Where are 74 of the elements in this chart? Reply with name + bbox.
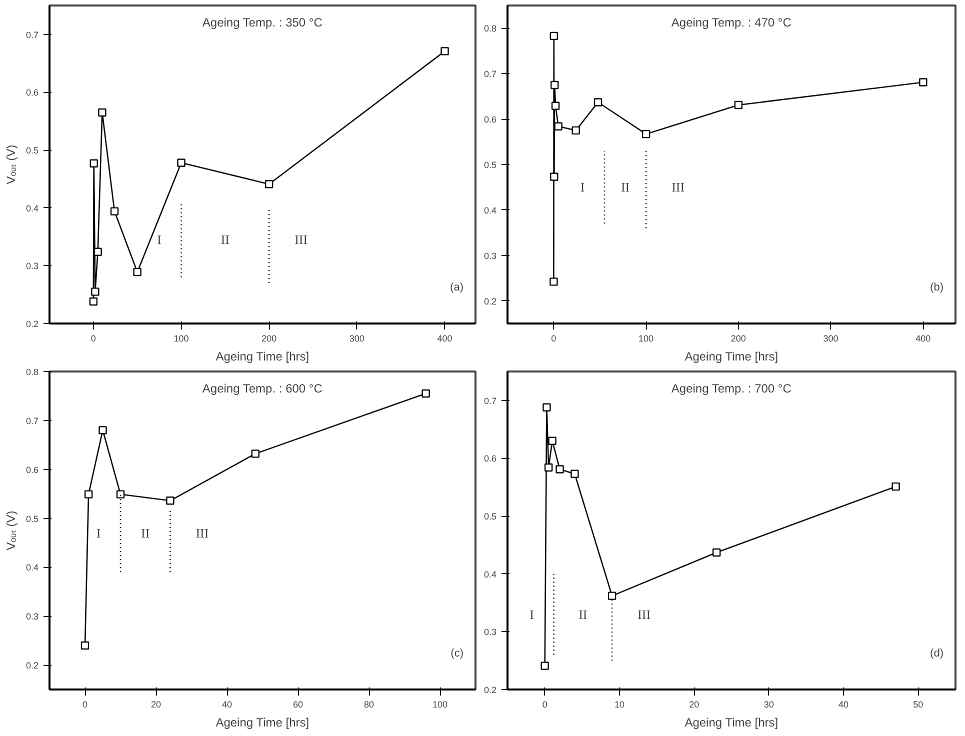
- y-tick-label: 0.3: [484, 627, 497, 638]
- x-tick-label: 100: [432, 700, 448, 710]
- y-tick-label: 0.7: [484, 396, 497, 406]
- annotation: III: [638, 606, 651, 622]
- y-tick-label: 0.5: [484, 160, 497, 170]
- x-tick-label: 0: [82, 700, 88, 710]
- text: Ageing Temp. : 470 °C: [671, 16, 792, 30]
- annotation: III: [196, 525, 209, 540]
- y-tick-label: 0.3: [26, 261, 39, 272]
- y-tick-label: 0.2: [484, 685, 497, 695]
- x-tick-label: 20: [689, 700, 700, 710]
- y-tick-label: 0.8: [484, 24, 497, 34]
- y-axis-title: Vₒᵤₜ (V): [4, 510, 18, 550]
- x-tick-label: 40: [222, 700, 232, 710]
- x-tick-label: 200: [262, 334, 277, 344]
- y-tick-label: 0.4: [26, 203, 39, 214]
- y-tick-label: 0.2: [484, 296, 497, 306]
- annotation: III: [672, 180, 685, 195]
- x-tick-label: 200: [730, 334, 746, 344]
- y-tick-label: 0.4: [26, 562, 39, 573]
- x-tick-label: 0: [90, 334, 96, 344]
- y-tick-label: 0.2: [26, 660, 39, 671]
- x-tick-label: 10: [614, 700, 625, 710]
- y-tick-label: 0.8: [26, 367, 39, 377]
- x-axis-title: Ageing Time [hrs]: [216, 350, 310, 364]
- x-tick-label: 40: [838, 700, 849, 710]
- x-tick-label: 0: [551, 334, 556, 344]
- annotation: (c): [450, 648, 464, 660]
- y-axis-title: Vₒᵤₜ (V): [4, 144, 18, 184]
- annotation: I: [157, 232, 162, 248]
- annotation: (b): [930, 282, 944, 294]
- x-tick-label: 400: [916, 334, 931, 344]
- x-tick-label: 50: [913, 700, 924, 710]
- y-tick-label: 0.5: [26, 146, 39, 156]
- annotation: II: [578, 606, 588, 622]
- annotation: I: [96, 525, 101, 540]
- text: Ageing Temp. : 700 °C: [671, 382, 792, 396]
- y-tick-label: 0.7: [26, 30, 39, 40]
- annotation: I: [580, 180, 585, 195]
- text: Ageing Temp. : 600 °C: [202, 382, 323, 396]
- x-tick-label: 20: [150, 700, 162, 710]
- annotation: I: [530, 606, 534, 622]
- y-tick-label: 0.6: [26, 464, 39, 475]
- y-tick-label: 0.6: [26, 88, 39, 98]
- y-tick-label: 0.3: [484, 250, 497, 261]
- y-tick-label: 0.7: [484, 69, 497, 80]
- x-axis-title: Ageing Time [hrs]: [216, 716, 310, 730]
- annotation: (a): [450, 282, 464, 294]
- x-tick-label: 100: [174, 334, 189, 344]
- x-tick-label: 0: [542, 700, 548, 710]
- x-tick-label: 300: [349, 334, 364, 344]
- x-tick-label: 60: [292, 700, 304, 710]
- x-tick-label: 100: [638, 334, 654, 344]
- y-tick-label: 0.5: [484, 512, 497, 522]
- y-tick-label: 0.6: [484, 454, 497, 464]
- y-tick-label: 0.7: [26, 416, 39, 426]
- y-tick-label: 0.6: [484, 114, 497, 125]
- x-tick-label: 30: [764, 700, 774, 710]
- annotation: (d): [930, 648, 944, 660]
- text: Ageing Temp. : 350 °C: [202, 16, 323, 30]
- annotation: III: [294, 232, 308, 248]
- x-tick-label: 400: [437, 334, 452, 344]
- annotation: II: [141, 525, 150, 540]
- annotation: II: [220, 232, 230, 248]
- x-tick-label: 300: [823, 334, 838, 344]
- y-tick-label: 0.5: [26, 514, 39, 524]
- x-axis-title: Ageing Time [hrs]: [684, 350, 778, 364]
- y-tick-label: 0.3: [26, 612, 39, 622]
- annotation: II: [620, 180, 630, 195]
- y-tick-label: 0.4: [484, 205, 497, 216]
- x-tick-label: 80: [364, 700, 374, 710]
- y-tick-label: 0.4: [484, 569, 497, 580]
- y-tick-label: 0.2: [26, 319, 39, 329]
- x-axis-title: Ageing Time [hrs]: [684, 716, 778, 730]
